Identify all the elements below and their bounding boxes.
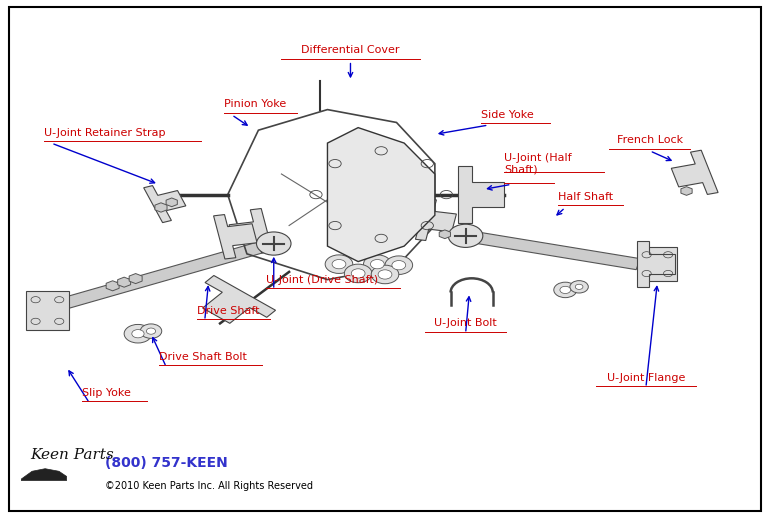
Text: ©2010 Keen Parts Inc. All Rights Reserved: ©2010 Keen Parts Inc. All Rights Reserve… [105,481,313,491]
Circle shape [392,261,406,270]
Bar [638,248,677,281]
Text: U-Joint Flange: U-Joint Flange [607,372,685,382]
Text: Drive Shaft Bolt: Drive Shaft Bolt [159,352,246,362]
Text: Half Shaft: Half Shaft [557,192,613,202]
Circle shape [378,270,392,279]
Text: Keen Parts: Keen Parts [31,448,114,462]
Polygon shape [681,186,692,195]
Text: Slip Yoke: Slip Yoke [82,388,131,398]
Polygon shape [129,274,142,283]
Circle shape [448,224,483,248]
Polygon shape [464,231,640,270]
Circle shape [325,255,353,274]
Polygon shape [327,127,435,262]
Polygon shape [671,150,718,194]
Text: French Lock: French Lock [617,136,683,146]
Polygon shape [144,185,186,223]
Text: U-Joint Bolt: U-Joint Bolt [434,319,497,328]
Bar [26,291,69,330]
Circle shape [146,328,156,334]
Polygon shape [637,241,675,287]
Polygon shape [118,277,131,287]
Polygon shape [166,198,177,207]
Circle shape [570,281,588,293]
Text: Differential Cover: Differential Cover [301,46,400,55]
Polygon shape [155,203,167,212]
Text: Drive Shaft: Drive Shaft [197,306,259,315]
Circle shape [124,324,152,343]
Circle shape [385,256,413,275]
Text: Side Yoke: Side Yoke [481,110,534,120]
Polygon shape [22,469,66,481]
Polygon shape [439,230,450,239]
Circle shape [363,255,391,274]
Circle shape [344,264,372,283]
Circle shape [371,265,399,284]
Circle shape [370,260,384,269]
Text: Pinion Yoke: Pinion Yoke [224,99,286,109]
Circle shape [554,282,577,298]
Circle shape [560,286,571,294]
Circle shape [140,324,162,338]
Circle shape [132,329,144,338]
Polygon shape [416,199,457,240]
Polygon shape [106,281,119,291]
Polygon shape [229,209,273,253]
Text: U-Joint (Half
Shaft): U-Joint (Half Shaft) [504,153,571,175]
Text: (800) 757-KEEN: (800) 757-KEEN [105,455,228,469]
Polygon shape [213,214,257,259]
Polygon shape [457,166,504,223]
Circle shape [575,284,583,290]
Text: U-Joint Retainer Strap: U-Joint Retainer Strap [44,128,165,138]
Circle shape [332,260,346,269]
Circle shape [351,269,365,278]
Polygon shape [203,276,276,323]
Text: U-Joint (Drive Shaft): U-Joint (Drive Shaft) [266,275,378,284]
Circle shape [256,232,291,255]
Polygon shape [63,238,277,308]
